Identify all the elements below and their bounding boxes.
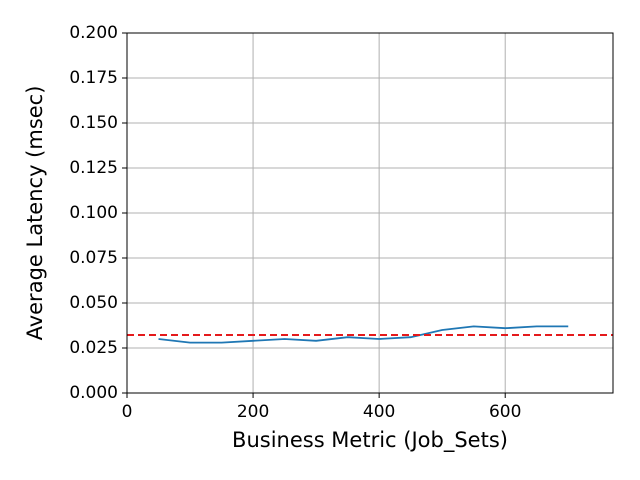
y-tick-label: 0.100	[69, 203, 118, 223]
line-series	[158, 325, 569, 344]
y-tick-label: 0.025	[69, 338, 118, 358]
y-tick-label: 0.200	[69, 23, 118, 43]
y-tick-label: 0.175	[69, 68, 118, 88]
y-tick-label: 0.125	[69, 158, 118, 178]
x-tick-label: 600	[489, 402, 521, 422]
y-tick-label: 0.050	[69, 293, 118, 313]
y-tick-label: 0.150	[69, 113, 118, 133]
x-tick-label: 400	[363, 402, 395, 422]
y-tick-label: 0.075	[69, 248, 118, 268]
y-axis-label: Average Latency (msec)	[23, 86, 47, 341]
x-axis-label: Business Metric (Job_Sets)	[232, 428, 508, 453]
y-tick-label: 0.000	[69, 383, 118, 403]
plot-marks	[127, 325, 613, 344]
x-tick-label: 200	[237, 402, 269, 422]
x-tick-label: 0	[122, 402, 133, 422]
